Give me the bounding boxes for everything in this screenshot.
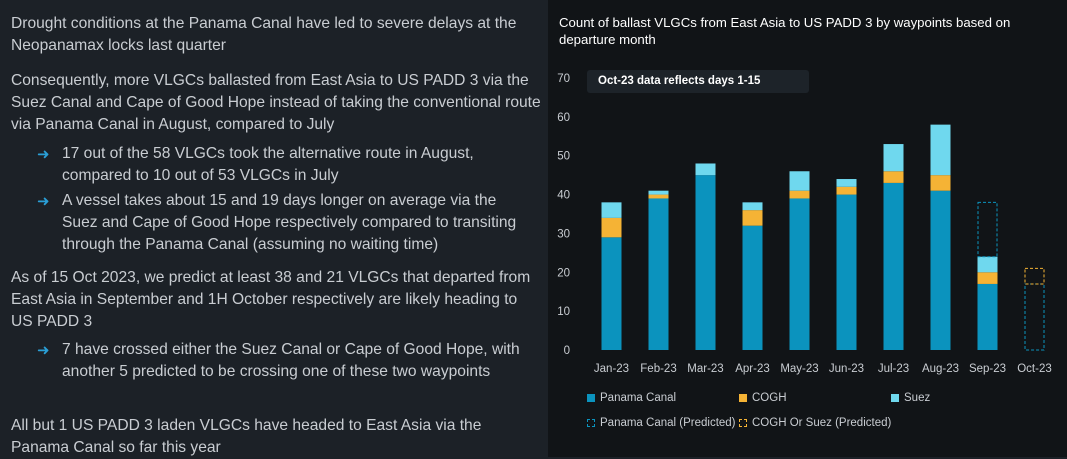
legend-swatch (587, 394, 595, 402)
bar-segment-suez (601, 202, 622, 218)
bar-segment-suez (836, 179, 857, 187)
x-axis: Jan-23 Feb-23 Mar-23 Apr-23 May-23 Jun-23 Jul-… (594, 363, 1052, 375)
bar-segment-suez (695, 163, 716, 176)
y-tick-label: 0 (564, 345, 570, 357)
legend-suez: Suez (891, 391, 930, 405)
paragraph-prediction: As of 15 Oct 2023, we predict at least 3… (11, 269, 531, 330)
y-tick-label: 10 (557, 306, 570, 318)
stacked-bar-chart: 0 10 20 30 40 50 60 70 Jan-23 Feb-23 Mar-23 Apr-23… (557, 73, 1052, 375)
legend-swatch (587, 419, 595, 427)
bar-segment-panama-canal (742, 225, 763, 350)
bar-segment-panama-canal (601, 237, 622, 350)
bullet-transit-days: ➜ A vessel takes about 15 and 19 days lo… (37, 190, 532, 256)
bar-segment-cogh-or-suez-predicted (1024, 267, 1045, 285)
legend-swatch (739, 419, 747, 427)
y-tick-label: 70 (557, 73, 570, 85)
x-tick-label: May-23 (780, 363, 818, 375)
x-tick-label: Aug-23 (922, 363, 959, 375)
legend-label: Suez (904, 392, 931, 404)
bar-segment-panama-canal (977, 283, 998, 350)
legend-label: Panama Canal (600, 392, 677, 404)
bullet-text: A vessel takes about 15 and 19 days long… (62, 192, 517, 253)
legend-label: COGH Or Suez (Predicted) (752, 417, 892, 429)
bar-segment-panama-canal (883, 182, 904, 350)
x-tick-label: Oct-23 (1017, 363, 1052, 375)
chart-annotation: Oct-23 data reflects days 1-15 (587, 70, 809, 93)
bullet-alternative-route: ➜ 17 out of the 58 VLGCs took the altern… (37, 143, 532, 187)
legend-swatch (891, 394, 899, 402)
bullet-text: 17 out of the 58 VLGCs took the alternat… (62, 145, 474, 184)
bar-segment-panama-canal (695, 175, 716, 350)
bullet-text: 7 have crossed either the Suez Canal or … (62, 341, 520, 380)
bullet-crossed-waypoints: ➜ 7 have crossed either the Suez Canal o… (37, 339, 532, 383)
y-tick-label: 30 (557, 228, 570, 240)
bar-segment-cogh (883, 171, 904, 183)
bar-segment-suez (648, 190, 669, 195)
bar-segment-cogh (977, 272, 998, 284)
bar-segment-cogh (836, 186, 857, 195)
y-tick-label: 50 (557, 151, 570, 163)
bar-segment-panama-canal (930, 190, 951, 350)
x-tick-label: Feb-23 (640, 363, 676, 375)
bar-segment-cogh (648, 194, 669, 199)
x-tick-label: Jun-23 (829, 363, 864, 375)
legend-panama-canal: Panama Canal (587, 391, 676, 405)
x-tick-label: Jan-23 (594, 363, 629, 375)
y-axis: 0 10 20 30 40 50 60 70 (557, 73, 570, 357)
bar-segment-suez (977, 256, 998, 273)
paragraph-rerouting: Consequently, more VLGCs ballasted from … (11, 72, 541, 133)
y-tick-label: 20 (557, 267, 570, 279)
bar-segment-suez (883, 144, 904, 172)
x-tick-label: Jul-23 (878, 363, 909, 375)
bar-segment-panama-canal (836, 194, 857, 350)
legend-panama-canal-predicted: Panama Canal (Predicted) (587, 416, 736, 430)
legend-label: Panama Canal (Predicted) (600, 417, 736, 429)
bar-segment-suez (930, 124, 951, 176)
bar-segment-cogh (601, 217, 622, 238)
y-tick-label: 60 (557, 112, 570, 124)
x-tick-label: Mar-23 (687, 363, 723, 375)
bar-segment-cogh (789, 190, 810, 199)
bar-segment-panama-canal-predicted (1024, 283, 1045, 351)
legend-cogh: COGH (739, 391, 787, 405)
chart-title: Count of ballast VLGCs from East Asia to… (559, 15, 1011, 47)
paragraph-drought: Drought conditions at the Panama Canal h… (11, 15, 517, 54)
legend-label: COGH (752, 392, 787, 404)
x-tick-label: Apr-23 (735, 363, 770, 375)
bar-segment-cogh (742, 210, 763, 226)
legend-swatch (739, 394, 747, 402)
arrow-right-icon: ➜ (37, 145, 50, 163)
bars (601, 124, 1045, 351)
arrow-right-icon: ➜ (37, 192, 50, 210)
bar-segment-cogh (930, 175, 951, 191)
bar-segment-panama-canal (648, 198, 669, 350)
commentary-panel: Drought conditions at the Panama Canal h… (11, 15, 541, 456)
bar-segment-suez (789, 171, 810, 191)
chart-panel: Count of ballast VLGCs from East Asia to… (548, 0, 1067, 457)
legend-cogh-or-suez-predicted: COGH Or Suez (Predicted) (739, 416, 891, 430)
paragraph-laden: All but 1 US PADD 3 laden VLGCs have hea… (11, 417, 482, 456)
x-tick-label: Sep-23 (969, 363, 1006, 375)
bar-segment-panama-canal-predicted (977, 201, 998, 258)
y-tick-label: 40 (557, 190, 570, 202)
bar-segment-suez (742, 202, 763, 211)
arrow-right-icon: ➜ (37, 341, 50, 359)
bar-segment-panama-canal (789, 198, 810, 350)
